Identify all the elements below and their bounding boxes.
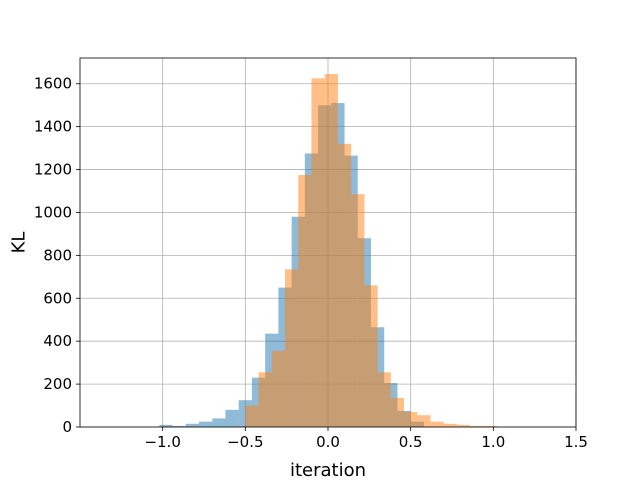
histogram-bar-series-2 (324, 74, 338, 427)
x-tick-label: 0.0 (316, 433, 340, 451)
y-axis-label: KL (8, 232, 29, 254)
histogram-bar-series-1 (159, 424, 173, 427)
y-tick-label: 1000 (34, 203, 72, 221)
y-tick-label: 400 (43, 332, 72, 350)
y-tick-label: 1400 (34, 118, 72, 136)
x-tick-label: 1.0 (481, 433, 505, 451)
histogram-bar-series-1 (172, 425, 186, 427)
y-tick-label: 1200 (34, 161, 72, 179)
x-tick-label: −0.5 (227, 433, 263, 451)
x-tick-label: −1.0 (144, 433, 180, 451)
x-tick-label: 1.5 (564, 433, 588, 451)
histogram-bar-series-2 (470, 425, 484, 427)
y-tick-label: 600 (43, 289, 72, 307)
histogram-bar-series-2 (390, 398, 405, 427)
axis-ticks: −1.0 −0.5 0.0 0.5 1.0 1.5 0 200 400 600 800 1000 120… (34, 75, 588, 451)
histogram-bar-series-2 (430, 421, 444, 427)
x-tick-label: 0.5 (399, 433, 423, 451)
histogram-bar-series-1 (212, 418, 226, 427)
histogram-bar-series-1 (225, 409, 239, 427)
y-tick-label: 200 (43, 375, 72, 393)
histogram-bar-series-1 (185, 423, 200, 427)
y-tick-label: 1600 (34, 75, 72, 93)
histogram-bar-series-2 (285, 269, 299, 427)
histogram-bar-series-2 (271, 350, 286, 427)
histogram-bar-series-2 (404, 411, 418, 427)
histogram-bar-series-2 (258, 372, 272, 427)
histogram-bar-series-2 (351, 194, 365, 427)
histogram-bar-series-1 (199, 421, 213, 427)
histogram-bar-series-2 (456, 424, 471, 427)
y-tick-label: 0 (62, 418, 72, 436)
histogram-bar-series-2 (311, 78, 325, 428)
histogram-bar-series-2 (377, 372, 391, 427)
histogram-bar-series-2 (298, 174, 312, 427)
histogram-bar-series-2 (337, 143, 352, 427)
histogram-bar-series-2 (443, 423, 457, 427)
histogram-bar-series-2 (417, 415, 431, 427)
bars (159, 74, 497, 428)
x-axis-label: iteration (290, 460, 366, 480)
histogram-bar-series-2 (483, 425, 497, 427)
y-tick-label: 800 (43, 246, 72, 264)
histogram-bar-series-2 (245, 405, 259, 427)
histogram-bar-series-2 (364, 285, 378, 427)
